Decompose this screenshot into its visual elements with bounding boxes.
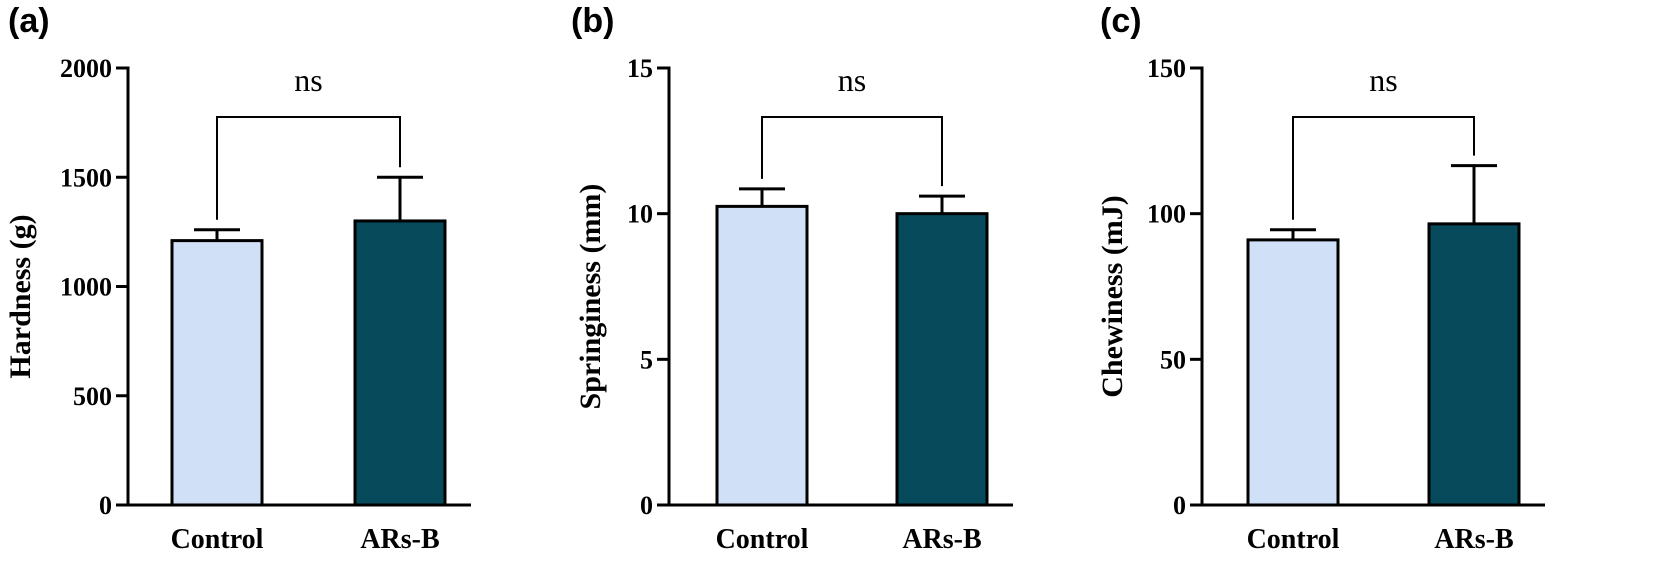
y-tick-label: 100 [1147, 200, 1186, 229]
bar-ars-b [353, 219, 447, 507]
significance-bracket [216, 116, 401, 220]
significance-label: ns [294, 62, 322, 98]
y-tick-label: 1000 [60, 273, 112, 302]
bar-ars-b [895, 212, 989, 507]
y-axis-title: Hardness (g) [4, 214, 37, 378]
y-tick-label: 0 [99, 491, 112, 520]
significance-label: ns [1369, 62, 1397, 98]
y-tick-label: 150 [1147, 54, 1186, 83]
y-tick-label: 15 [627, 54, 653, 83]
x-tick-label: ARs-B [360, 524, 439, 555]
bar-control [170, 239, 264, 507]
x-tick-label: Control [716, 524, 809, 555]
chart-panel-2: (b) Control ARs-B 0 5 10 15 Springiness (mm) ns [571, 2, 1013, 555]
y-tick-label: 0 [1173, 491, 1186, 520]
x-tick-label: Control [1247, 524, 1340, 555]
bar-ars-b [1427, 222, 1521, 507]
y-tick-label: 10 [627, 200, 653, 229]
y-tick-label: 2000 [60, 54, 112, 83]
panel-label: (b) [571, 2, 614, 40]
y-tick-label: 5 [640, 345, 653, 374]
y-axis-title: Chewiness (mJ) [1096, 195, 1129, 398]
chart-panel-1: (a) Control ARs-B 0 500 1000 1500 2000 Hardness … [4, 2, 471, 555]
significance-label: ns [838, 62, 866, 98]
x-tick-label: ARs-B [1434, 524, 1513, 555]
panel-label: (c) [1100, 2, 1142, 40]
y-axis-title: Springiness (mm) [574, 184, 607, 410]
chart-panel-3: (c) Control ARs-B 0 50 100 150 Chewiness (mJ) ns [1096, 2, 1545, 555]
y-tick-label: 50 [1160, 345, 1186, 374]
bar-control [715, 204, 809, 507]
y-tick-label: 1500 [60, 163, 112, 192]
x-tick-label: Control [171, 524, 264, 555]
significance-bracket [761, 116, 943, 187]
y-tick-label: 500 [73, 382, 112, 411]
y-tick-label: 0 [640, 491, 653, 520]
x-tick-label: ARs-B [902, 524, 981, 555]
panel-label: (a) [8, 2, 50, 40]
bar-control [1246, 238, 1340, 507]
significance-bracket [1292, 116, 1475, 220]
